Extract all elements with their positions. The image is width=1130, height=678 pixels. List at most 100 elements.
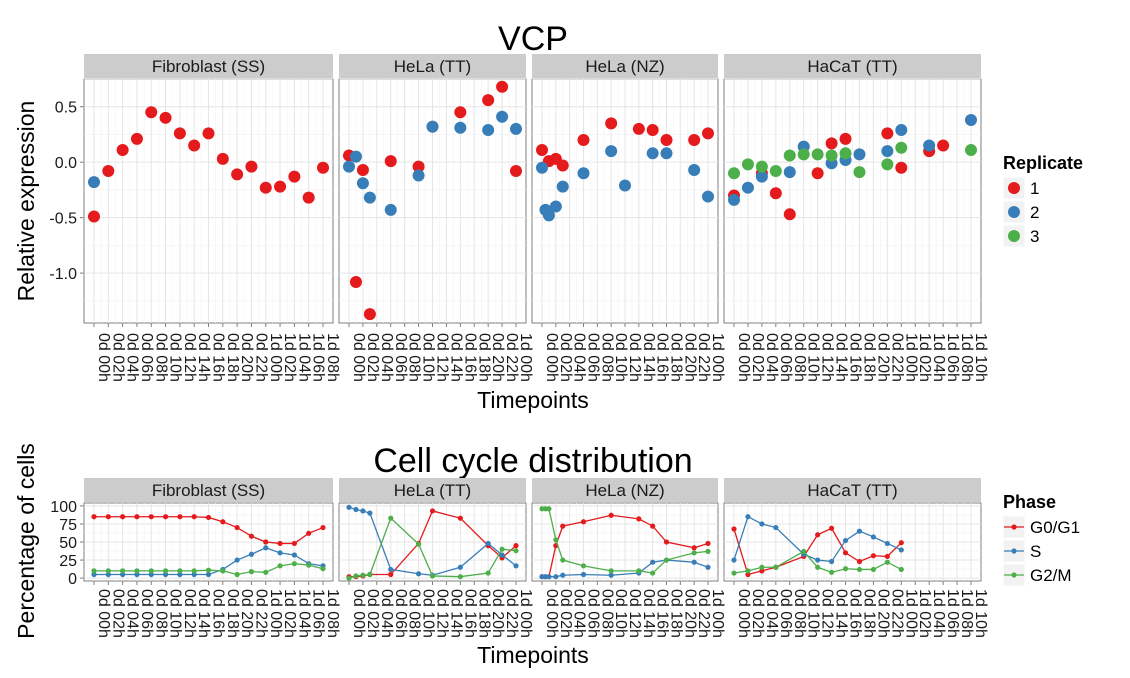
- data-point: [546, 574, 552, 580]
- data-point: [346, 504, 352, 510]
- data-point: [429, 508, 436, 514]
- x-tick-label: 0d 06h: [777, 333, 794, 382]
- data-point: [148, 514, 154, 520]
- legend-item-g0-g1: G0/G1: [1002, 515, 1080, 539]
- x-tick-label: 0d 10h: [612, 589, 629, 638]
- x-tick-label: 0d 10h: [420, 589, 437, 638]
- data-point: [457, 515, 463, 521]
- facet-strip-label: Fibroblast (SS): [152, 57, 265, 76]
- data-point: [636, 568, 642, 574]
- data-point: [745, 571, 751, 578]
- data-point: [660, 134, 673, 146]
- facet-strip-label: Fibroblast (SS): [152, 481, 265, 500]
- data-point: [360, 572, 366, 578]
- data-point: [429, 573, 436, 579]
- legend-key-point: [1011, 548, 1017, 554]
- data-point: [842, 537, 849, 544]
- data-point: [688, 134, 701, 146]
- x-tick-label: 1d 06h: [310, 333, 327, 382]
- facet-strip: [339, 478, 526, 502]
- x-tick-label: 1d 00h: [267, 589, 284, 638]
- data-point: [608, 568, 614, 574]
- x-tick-label: 0d 20h: [874, 333, 891, 382]
- data-point: [691, 545, 697, 551]
- data-point: [388, 515, 394, 521]
- x-tick-label: 0d 10h: [805, 333, 822, 382]
- data-point: [91, 514, 97, 520]
- y-tick-label: 0.0: [55, 155, 77, 172]
- x-tick-label: 0d 18h: [224, 333, 241, 382]
- data-point: [454, 121, 467, 134]
- facet-strip: [339, 54, 526, 78]
- data-point: [205, 514, 212, 521]
- x-tick-label: 0d 12h: [434, 333, 451, 382]
- data-point: [191, 571, 197, 578]
- x-tick-label: 1d 08h: [958, 333, 975, 382]
- legend-key-point: [1011, 524, 1017, 530]
- data-point: [234, 524, 240, 531]
- data-point: [105, 568, 111, 574]
- data-point: [353, 573, 359, 579]
- data-point: [759, 564, 765, 570]
- data-point: [384, 155, 397, 168]
- data-point: [895, 141, 908, 154]
- data-point: [881, 158, 894, 171]
- data-point: [513, 563, 519, 569]
- data-point: [965, 143, 977, 156]
- data-point: [965, 114, 977, 127]
- data-point: [88, 210, 100, 223]
- series-s: [346, 504, 519, 578]
- series-2: [536, 145, 714, 222]
- data-point: [783, 166, 796, 179]
- data-point: [360, 508, 366, 514]
- x-tick-label: 0d 06h: [392, 333, 409, 382]
- data-point: [556, 180, 569, 193]
- data-point: [482, 124, 495, 137]
- x-tick-label: 1d 00h: [902, 333, 919, 382]
- data-point: [759, 568, 765, 574]
- series-1: [343, 80, 522, 321]
- x-tick-label: 0d 04h: [571, 333, 588, 382]
- data-point: [884, 553, 890, 560]
- x-tick-label: 0d 18h: [475, 333, 492, 382]
- data-point: [426, 120, 439, 133]
- data-point: [839, 147, 852, 160]
- data-point: [702, 190, 714, 203]
- data-point: [815, 557, 821, 563]
- data-point: [556, 159, 569, 172]
- data-point: [731, 570, 737, 576]
- data-point: [231, 168, 244, 181]
- x-tick-label: 1d 06h: [944, 589, 961, 638]
- data-point: [797, 148, 810, 161]
- x-tick-label: 0d 00h: [735, 333, 752, 382]
- data-point: [188, 139, 201, 152]
- x-tick-label: 0d 16h: [210, 333, 227, 382]
- x-tick-label: 1d 04h: [930, 333, 947, 382]
- x-tick-label: 0d 06h: [777, 589, 794, 638]
- data-point: [853, 148, 866, 161]
- data-point: [353, 506, 359, 513]
- x-tick-label: 0d 14h: [833, 589, 850, 638]
- series-g2-m: [539, 506, 711, 576]
- y-tick-label: 25: [59, 553, 77, 570]
- x-tick-label: 0d 12h: [434, 589, 451, 638]
- x-tick-label: 0d 00h: [95, 333, 112, 382]
- cell-cycle-chart: Cell cycle distribution Fibroblast (SS) 0d…: [13, 442, 1080, 668]
- legend-label: 3: [1030, 227, 1039, 246]
- data-point: [811, 167, 824, 180]
- x-tick-label: 0d 02h: [557, 589, 574, 638]
- data-point: [356, 163, 369, 176]
- legend: Phase G0/G1 S G2/M: [1002, 492, 1080, 587]
- legend-item-g2-m: G2/M: [1002, 563, 1072, 587]
- y-tick-label: 100: [50, 499, 77, 516]
- data-point: [783, 208, 796, 221]
- x-tick-label: 0d 08h: [598, 333, 615, 382]
- data-point: [205, 571, 212, 578]
- series-g2-m: [731, 548, 904, 576]
- data-point: [881, 145, 894, 158]
- data-point: [856, 566, 863, 573]
- legend-item-1: 1: [1002, 176, 1039, 200]
- legend-key-point: [1008, 182, 1020, 194]
